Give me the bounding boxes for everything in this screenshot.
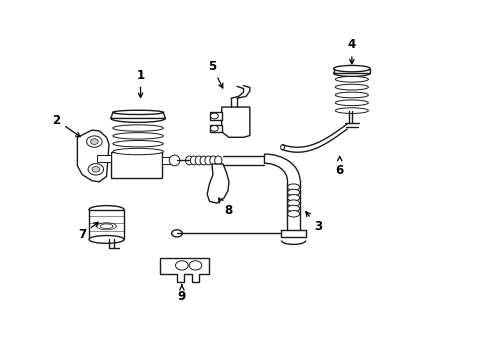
- Ellipse shape: [113, 133, 163, 139]
- Circle shape: [87, 136, 102, 147]
- Ellipse shape: [89, 235, 124, 243]
- Polygon shape: [97, 155, 111, 162]
- Ellipse shape: [335, 92, 368, 98]
- Polygon shape: [210, 125, 221, 132]
- Ellipse shape: [113, 125, 163, 131]
- Ellipse shape: [190, 156, 197, 165]
- Ellipse shape: [335, 84, 368, 90]
- Ellipse shape: [334, 70, 370, 76]
- Polygon shape: [334, 69, 370, 73]
- Text: 2: 2: [52, 114, 80, 137]
- Ellipse shape: [215, 156, 222, 165]
- Polygon shape: [160, 258, 209, 283]
- Circle shape: [189, 261, 202, 270]
- Ellipse shape: [172, 230, 182, 237]
- Text: 5: 5: [208, 60, 223, 88]
- Ellipse shape: [200, 156, 207, 165]
- Ellipse shape: [281, 145, 285, 150]
- Text: 8: 8: [219, 198, 232, 217]
- Ellipse shape: [113, 140, 163, 147]
- Ellipse shape: [205, 156, 212, 165]
- Ellipse shape: [335, 108, 368, 113]
- Ellipse shape: [113, 110, 163, 114]
- Ellipse shape: [288, 189, 300, 195]
- Ellipse shape: [334, 66, 370, 72]
- Polygon shape: [221, 107, 250, 137]
- Ellipse shape: [288, 195, 300, 201]
- Polygon shape: [89, 210, 124, 239]
- Circle shape: [211, 113, 218, 119]
- Polygon shape: [210, 112, 221, 120]
- Text: 1: 1: [137, 68, 145, 98]
- Ellipse shape: [288, 200, 300, 206]
- Text: 7: 7: [78, 222, 98, 240]
- Text: 9: 9: [178, 285, 186, 303]
- Circle shape: [175, 261, 188, 270]
- Ellipse shape: [335, 76, 368, 82]
- Text: 6: 6: [336, 157, 344, 176]
- Ellipse shape: [210, 156, 217, 165]
- Ellipse shape: [195, 156, 202, 165]
- Circle shape: [211, 126, 218, 131]
- Ellipse shape: [288, 205, 300, 212]
- Circle shape: [92, 166, 100, 172]
- Ellipse shape: [169, 155, 180, 166]
- Polygon shape: [111, 152, 162, 178]
- Circle shape: [91, 139, 98, 144]
- Ellipse shape: [335, 100, 368, 105]
- Ellipse shape: [89, 206, 124, 213]
- Polygon shape: [77, 130, 109, 182]
- Polygon shape: [207, 164, 229, 203]
- Polygon shape: [162, 157, 177, 164]
- Polygon shape: [111, 112, 165, 118]
- Ellipse shape: [288, 184, 300, 190]
- Circle shape: [88, 164, 103, 175]
- Ellipse shape: [288, 211, 300, 217]
- Ellipse shape: [186, 156, 193, 165]
- Ellipse shape: [113, 148, 163, 155]
- Text: 4: 4: [348, 38, 356, 64]
- Ellipse shape: [111, 114, 165, 122]
- Text: 3: 3: [306, 212, 322, 234]
